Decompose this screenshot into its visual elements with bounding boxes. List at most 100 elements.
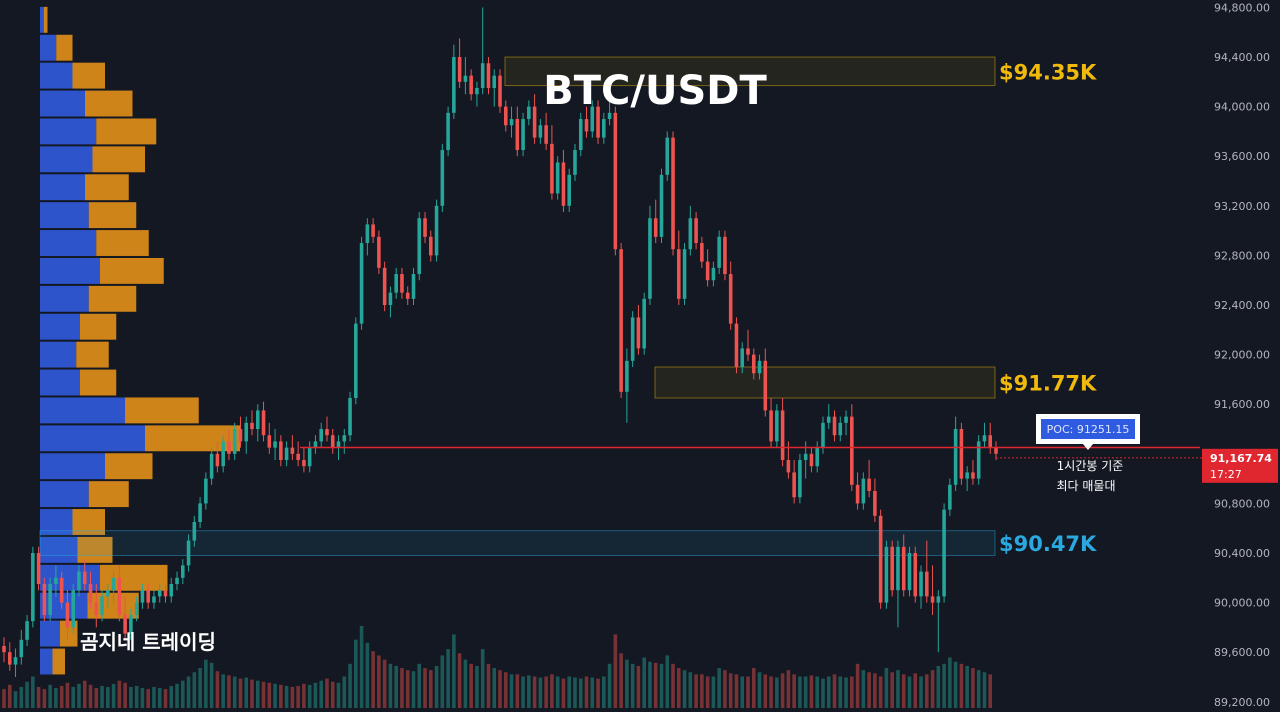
poc-label: POC: 91251.15 <box>1047 423 1130 436</box>
profile-buy-bar <box>40 648 53 675</box>
candle-body <box>255 410 260 430</box>
candle-body <box>181 565 185 578</box>
candle-body <box>463 75 468 82</box>
level-label: $91.77K <box>999 372 1097 396</box>
candle-body <box>31 553 35 622</box>
volume-bar <box>503 672 508 708</box>
candle-body <box>71 590 75 628</box>
volume-bar <box>527 675 531 708</box>
volume-bar <box>175 683 179 708</box>
candle-body <box>250 422 254 430</box>
volume-bar <box>82 680 87 708</box>
candle-body <box>388 292 393 306</box>
candle-body <box>723 236 727 275</box>
volume-bar <box>221 674 225 708</box>
candle-body <box>111 577 116 591</box>
volume-bar <box>186 676 191 708</box>
profile-buy-bar <box>40 397 125 424</box>
volume-bar <box>665 655 670 708</box>
candle-body <box>330 435 335 448</box>
candle-body <box>959 429 964 479</box>
profile-buy-bar <box>40 6 44 33</box>
volume-bar <box>365 642 370 708</box>
candle-body <box>509 119 514 126</box>
volume-bar <box>550 674 554 708</box>
profile-sell-bar <box>100 564 168 591</box>
volume-bar <box>19 686 24 708</box>
volume-bar <box>359 626 364 708</box>
profile-buy-bar <box>40 118 97 145</box>
candle-body <box>763 360 768 411</box>
candle-body <box>313 441 318 448</box>
volume-bar <box>786 670 791 708</box>
profile-sell-bar <box>72 509 105 535</box>
candle-body <box>498 75 502 107</box>
profile-sell-bar <box>96 230 149 256</box>
candle-body <box>792 472 796 498</box>
candle-body <box>976 441 981 479</box>
profile-buy-bar <box>40 257 100 284</box>
volume-bar <box>821 678 825 708</box>
candle-body <box>163 590 168 597</box>
candle-body <box>584 119 589 132</box>
candle-body <box>146 590 150 603</box>
volume-bar <box>325 678 329 708</box>
volume-bar <box>659 663 664 708</box>
volume-bar <box>573 677 577 708</box>
candle-body <box>232 429 237 454</box>
y-tick-label: 89,600.00 <box>1214 646 1270 659</box>
last-price-tag <box>1202 448 1278 483</box>
candle-body <box>65 602 70 628</box>
volume-bar <box>913 673 918 708</box>
y-tick-label: 94,000.00 <box>1214 101 1270 114</box>
volume-bar <box>313 682 318 708</box>
profile-buy-bar <box>40 592 88 619</box>
candle-body <box>134 602 139 616</box>
candle-body <box>798 460 802 498</box>
profile-sell-bar <box>88 202 137 229</box>
candle-body <box>982 435 987 442</box>
candle-body <box>648 218 652 299</box>
volume-bar <box>475 665 479 708</box>
profile-sell-bar <box>80 313 117 340</box>
level-label: $94.35K <box>999 60 1097 84</box>
volume-bar <box>711 676 716 708</box>
y-tick-label: 90,000.00 <box>1214 597 1270 610</box>
volume-bar <box>215 671 220 708</box>
candle-body <box>965 472 969 479</box>
volume-bar <box>607 663 612 708</box>
volume-bar <box>590 677 595 708</box>
candle-body <box>244 422 249 442</box>
candle-body <box>873 491 877 516</box>
volume-bar <box>417 663 422 708</box>
candle-body <box>59 577 64 603</box>
volume-bar <box>976 670 981 708</box>
volume-bar <box>498 670 502 708</box>
volume-bar <box>746 676 750 708</box>
volume-bar <box>971 668 975 708</box>
volume-bar <box>319 680 323 708</box>
volume-bar <box>884 668 889 708</box>
countdown-label: 17:27 <box>1210 468 1242 481</box>
volume-bar <box>850 676 854 708</box>
profile-sell-bar <box>43 6 48 33</box>
volume-bar <box>798 676 802 708</box>
candle-body <box>354 323 358 399</box>
candle-body <box>625 360 629 392</box>
candle-body <box>930 596 935 603</box>
candle-body <box>602 119 606 138</box>
volume-bar <box>181 680 185 708</box>
volume-bar <box>925 674 929 708</box>
y-tick-label: 89,200.00 <box>1214 696 1270 708</box>
candle-body <box>521 119 525 151</box>
candle-body <box>411 274 416 299</box>
candle-body <box>82 571 87 585</box>
candle-body <box>400 274 404 293</box>
volume-bar <box>734 674 739 708</box>
y-tick-label: 93,200.00 <box>1214 200 1270 213</box>
candle-body <box>734 323 739 368</box>
volume-bar <box>31 676 35 708</box>
volume-bar <box>400 668 404 708</box>
volume-bar <box>65 682 70 708</box>
